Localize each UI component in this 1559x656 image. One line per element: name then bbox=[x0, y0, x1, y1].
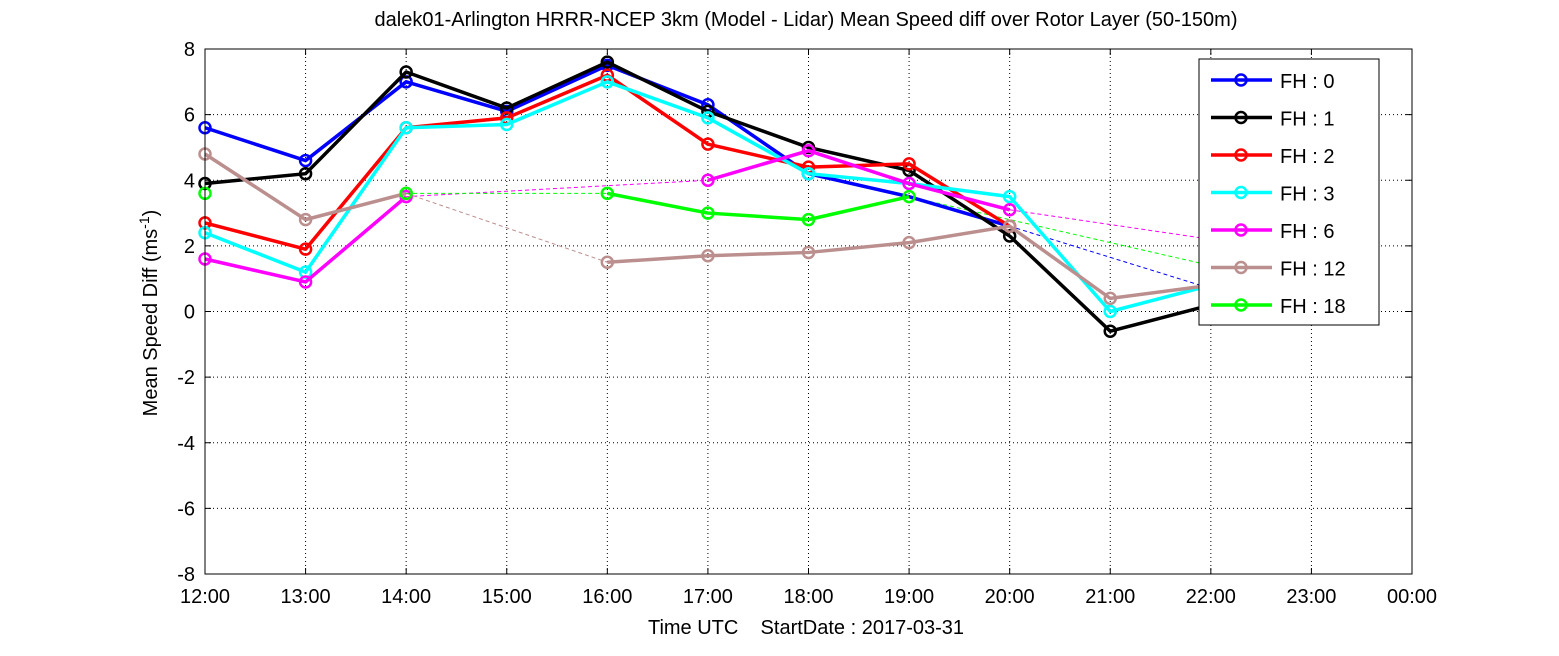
x-tick-label: 23:00 bbox=[1286, 586, 1336, 608]
data-point-marker bbox=[298, 242, 313, 256]
data-point-marker bbox=[1103, 324, 1117, 338]
series-line bbox=[607, 224, 1212, 301]
data-point-marker bbox=[600, 75, 615, 89]
data-point-marker bbox=[298, 275, 313, 289]
series-line bbox=[204, 195, 408, 284]
data-point-marker bbox=[902, 235, 916, 250]
legend-label: FH : 0 bbox=[1280, 71, 1334, 93]
series-line bbox=[204, 60, 1212, 333]
data-point-marker bbox=[600, 55, 615, 69]
data-point-marker bbox=[298, 212, 313, 227]
data-point-marker bbox=[701, 206, 715, 220]
series-line bbox=[606, 191, 910, 222]
x-tick-label: 15:00 bbox=[482, 586, 532, 608]
data-point-marker bbox=[399, 186, 413, 201]
data-point-marker bbox=[801, 245, 816, 260]
series-fh-12 bbox=[198, 147, 1218, 306]
series-line bbox=[204, 63, 1011, 228]
legend-marker bbox=[1234, 298, 1248, 312]
series-fh-3 bbox=[198, 75, 1218, 319]
x-tick-label: 16:00 bbox=[582, 586, 632, 608]
legend-marker bbox=[1234, 185, 1248, 200]
gap-connector-line bbox=[406, 179, 708, 198]
data-point-marker bbox=[1002, 189, 1017, 204]
legend-marker bbox=[1234, 223, 1248, 237]
data-point-marker bbox=[298, 153, 313, 168]
chart-title: dalek01-Arlington HRRR-NCEP 3km (Model -… bbox=[375, 9, 1238, 31]
data-point-marker bbox=[801, 143, 816, 158]
legend-label: FH : 6 bbox=[1280, 221, 1334, 243]
y-tick-label: -4 bbox=[177, 433, 195, 455]
y-tick-label: -8 bbox=[177, 564, 195, 586]
legend-marker bbox=[1234, 260, 1248, 275]
dashed-connectors bbox=[406, 179, 1211, 332]
y-axis-label-main: Mean Speed Diff (ms bbox=[140, 229, 162, 417]
data-point-marker bbox=[902, 157, 916, 171]
y-tick-label: 6 bbox=[184, 105, 195, 127]
legend-label: FH : 18 bbox=[1280, 296, 1346, 318]
data-point-marker bbox=[701, 137, 715, 151]
gap-connector-line bbox=[908, 196, 1211, 267]
series-line bbox=[204, 80, 1212, 314]
series-line bbox=[204, 152, 407, 222]
y-tick-label: 0 bbox=[184, 302, 195, 324]
legend-marker bbox=[1234, 110, 1248, 125]
legend-label: FH : 12 bbox=[1280, 259, 1346, 281]
x-tick-label: 00:00 bbox=[1387, 586, 1437, 608]
data-point-marker bbox=[600, 186, 615, 201]
legend-label: FH : 3 bbox=[1280, 184, 1334, 206]
gap-connector-line bbox=[1009, 209, 1211, 240]
x-tick-label: 14:00 bbox=[381, 586, 431, 608]
data-point-marker bbox=[701, 248, 715, 263]
x-tick-label: 20:00 bbox=[985, 586, 1035, 608]
data-point-marker bbox=[500, 117, 514, 132]
data-point-marker bbox=[902, 189, 916, 204]
legend-items: FH : 0 FH : 1 FH : 2 FH : 3 FH : 6 FH : 12 FH … bbox=[1211, 71, 1346, 318]
legend-marker bbox=[1234, 148, 1248, 162]
series-fh-18 bbox=[198, 186, 916, 227]
y-tick-label: 8 bbox=[184, 39, 195, 61]
data-point-marker bbox=[399, 65, 413, 79]
data-point-marker bbox=[399, 121, 413, 135]
y-tick-label: 2 bbox=[184, 236, 195, 258]
gap-connector-line bbox=[406, 192, 608, 263]
x-tick-label: 17:00 bbox=[683, 586, 733, 608]
x-tick-label: 18:00 bbox=[783, 586, 833, 608]
legend: FH : 0 FH : 1 FH : 2 FH : 3 FH : 6 FH : 12 FH … bbox=[1198, 58, 1380, 326]
data-point-marker bbox=[600, 255, 615, 270]
y-axis-label-end: ) bbox=[140, 210, 162, 217]
x-tick-label: 12:00 bbox=[180, 586, 230, 608]
data-point-marker bbox=[801, 166, 816, 181]
data-point-marker bbox=[701, 111, 715, 125]
data-point-marker bbox=[1002, 203, 1017, 217]
y-axis-label-sup: -1 bbox=[136, 216, 152, 229]
x-axis-label: Time UTC StartDate : 2017-03-31 bbox=[648, 617, 964, 639]
data-point-marker bbox=[298, 166, 313, 181]
y-tick-label: -2 bbox=[177, 367, 195, 389]
ticks: 12:00 13:00 14:00 15:00 16:00 17:00 18:00 19:00… bbox=[177, 39, 1437, 608]
legend-label: FH : 2 bbox=[1280, 146, 1334, 168]
data-point-marker bbox=[801, 212, 816, 227]
y-tick-label: 4 bbox=[184, 170, 195, 192]
x-tick-label: 22:00 bbox=[1186, 586, 1236, 608]
data-point-marker bbox=[1103, 291, 1117, 306]
y-tick-label: -6 bbox=[177, 498, 195, 520]
legend-marker bbox=[1234, 73, 1248, 87]
x-tick-label: 21:00 bbox=[1085, 586, 1135, 608]
x-tick-label: 19:00 bbox=[884, 586, 934, 608]
data-point-marker bbox=[701, 173, 715, 187]
data-point-marker bbox=[1103, 304, 1117, 319]
data-point-marker bbox=[902, 176, 916, 191]
x-tick-label: 13:00 bbox=[281, 586, 331, 608]
series-line bbox=[707, 148, 1011, 212]
y-axis-label: Mean Speed Diff (ms-1) bbox=[136, 210, 162, 417]
data-point-marker bbox=[1002, 219, 1017, 233]
legend-label: FH : 1 bbox=[1280, 109, 1334, 131]
series-layer bbox=[198, 55, 1218, 338]
gap-connector-line bbox=[1009, 225, 1211, 290]
